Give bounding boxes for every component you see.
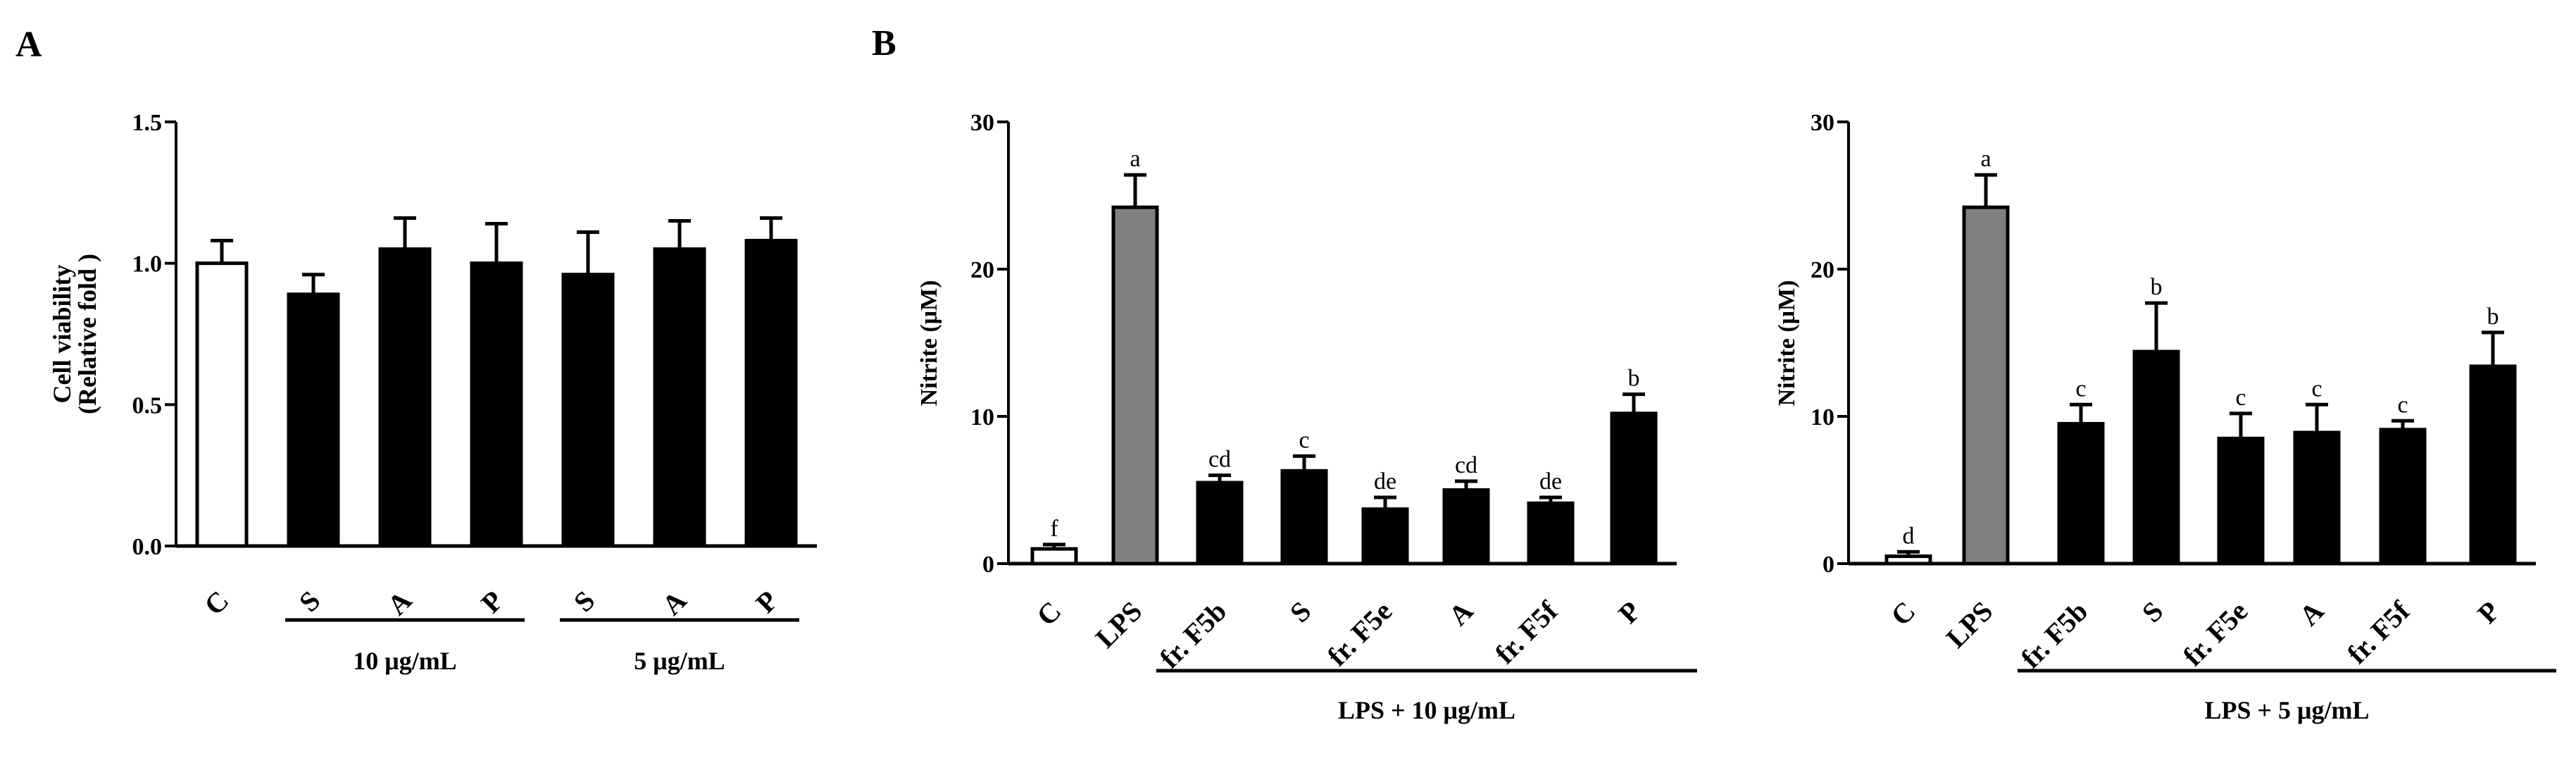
- y-tick-label: 0: [982, 552, 994, 578]
- y-tick-label: 10: [970, 404, 994, 430]
- x-tick-label: fr. F5f: [1489, 595, 1564, 670]
- y-tick-label: 20: [1811, 257, 1834, 283]
- bar: [2293, 430, 2341, 566]
- x-tick-label: S: [293, 585, 327, 619]
- significance-letter: c: [2397, 392, 2408, 418]
- significance-letter: b: [1628, 366, 1640, 392]
- bar: [1280, 469, 1328, 566]
- bar: [195, 261, 249, 548]
- y-tick-label: 30: [1811, 110, 1834, 136]
- chart-a: 0.0 0.5 1.0 1.5 Cell viability(Relative fold…: [48, 110, 817, 675]
- y-tick-label: 10: [1811, 404, 1834, 430]
- group-label: 5 μg/mL: [634, 647, 725, 675]
- x-tick-label: LPS: [1940, 595, 1999, 655]
- bar: [378, 247, 432, 548]
- x-tick-label: S: [2136, 595, 2170, 629]
- chart-b1: 0 10 20 30 Nitrite (μM) f Ca LPS cd fr. F5b c Sde fr…: [916, 110, 1697, 724]
- bar: [1361, 507, 1409, 566]
- group-label: LPS + 5 μg/mL: [2205, 696, 2370, 724]
- significance-letter: d: [1903, 523, 1915, 549]
- x-tick-label: A: [1442, 595, 1479, 631]
- group-label: 10 μg/mL: [353, 647, 456, 675]
- chart-b2: 0 10 20 30 Nitrite (μM) d Ca LPS c fr. F5b b Sc fr. …: [1774, 110, 2556, 724]
- bar: [2469, 364, 2517, 566]
- x-tick-label: P: [749, 585, 784, 619]
- x-tick-label: LPS: [1089, 595, 1149, 655]
- y-tick-label: 1.0: [132, 252, 163, 278]
- bar: [1196, 480, 1244, 566]
- x-tick-label: P: [1612, 595, 1646, 630]
- panel-label-a: A: [15, 25, 42, 65]
- y-axis-label: Cell viability(Relative fold ): [48, 254, 101, 414]
- bar: [1962, 205, 2010, 566]
- x-tick-label: fr. F5e: [2177, 595, 2253, 672]
- bar: [2217, 436, 2265, 566]
- significance-letter: de: [1374, 469, 1396, 495]
- bar: [2379, 428, 2427, 566]
- significance-letter: c: [1299, 427, 1309, 453]
- x-tick-label: C: [1030, 595, 1067, 632]
- y-tick-label: 20: [970, 257, 994, 283]
- y-tick-label: 0.5: [132, 392, 163, 418]
- significance-letter: cd: [1455, 452, 1477, 478]
- y-tick-label: 1.5: [132, 110, 163, 136]
- panel-label-b: B: [872, 23, 896, 63]
- significance-letter: b: [2151, 274, 2163, 300]
- x-tick-label: fr. F5b: [2015, 595, 2094, 674]
- group-label: LPS + 10 μg/mL: [1338, 696, 1515, 724]
- bar: [287, 292, 340, 548]
- bar: [653, 247, 706, 548]
- x-tick-label: fr. F5b: [1153, 595, 1232, 674]
- y-tick-label: 0: [1822, 552, 1834, 578]
- x-tick-label: fr. F5f: [2341, 595, 2416, 670]
- bar: [561, 273, 615, 548]
- x-tick-label: P: [2471, 595, 2506, 630]
- x-tick-label: S: [568, 585, 601, 619]
- bar: [1030, 547, 1078, 566]
- bar: [2132, 349, 2180, 566]
- significance-letter: a: [1980, 146, 1991, 172]
- bar: [470, 261, 523, 548]
- y-axis-label: Nitrite (μM): [916, 280, 942, 407]
- bar: [744, 239, 798, 548]
- bar: [1111, 205, 1159, 566]
- significance-letter: cd: [1208, 447, 1231, 473]
- x-tick-label: A: [381, 584, 418, 621]
- x-tick-label: C: [198, 585, 235, 621]
- significance-letter: b: [2487, 304, 2499, 330]
- x-tick-label: fr. F5e: [1321, 595, 1398, 672]
- significance-letter: c: [2311, 376, 2322, 402]
- y-tick-label: 30: [970, 110, 994, 136]
- bar: [1610, 411, 1658, 566]
- significance-letter: f: [1050, 516, 1058, 542]
- bar: [1527, 501, 1575, 566]
- x-tick-label: S: [1284, 595, 1318, 629]
- x-tick-label: A: [656, 584, 692, 621]
- bar: [1884, 554, 1932, 566]
- x-tick-label: C: [1884, 595, 1921, 632]
- bar: [1442, 488, 1490, 566]
- significance-letter: de: [1539, 469, 1562, 495]
- x-tick-label: A: [2293, 595, 2330, 631]
- y-tick-label: 0.0: [132, 534, 163, 560]
- significance-letter: c: [2235, 385, 2246, 411]
- bar: [2057, 421, 2105, 566]
- significance-letter: a: [1130, 146, 1140, 172]
- y-axis-label: Nitrite (μM): [1774, 280, 1800, 407]
- significance-letter: c: [2075, 376, 2086, 402]
- x-tick-label: P: [475, 585, 509, 619]
